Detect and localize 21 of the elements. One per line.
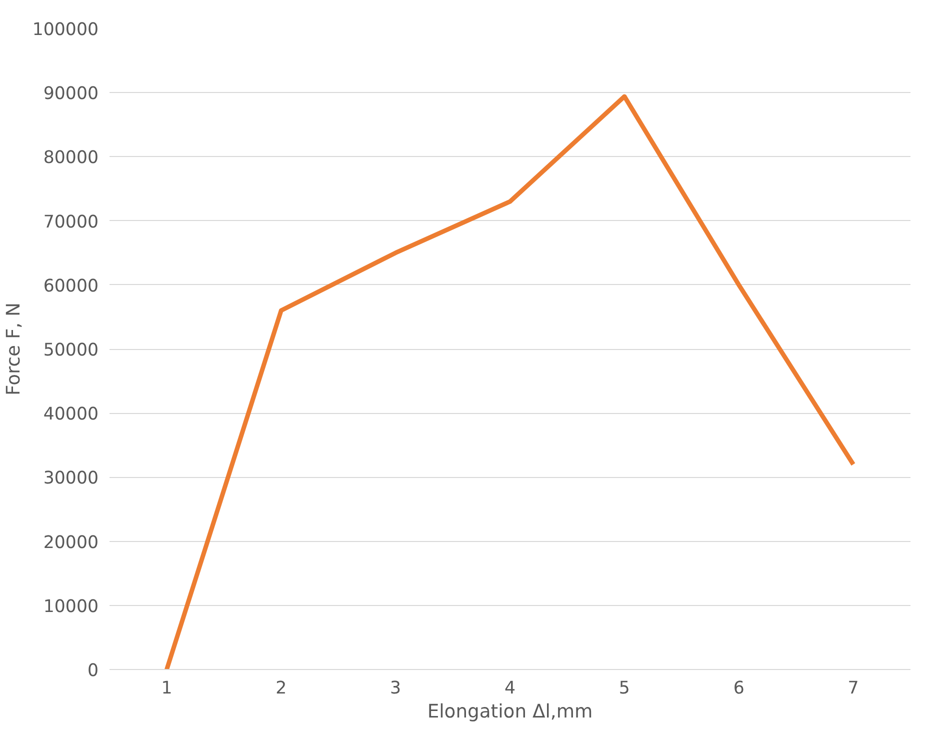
x-tick-label: 4 (504, 678, 516, 698)
y-tick-label: 100000 (32, 20, 99, 40)
y-axis-title: Force F, N (3, 302, 24, 396)
y-tick-label: 80000 (43, 148, 98, 168)
y-tick-label: 20000 (43, 532, 98, 553)
y-tick-label: 50000 (43, 340, 98, 360)
x-tick-label: 3 (390, 678, 402, 698)
y-tick-label: 70000 (43, 212, 98, 232)
y-tick-label: 60000 (43, 276, 98, 296)
x-tick-label: 7 (848, 678, 859, 698)
x-tick-label: 5 (618, 678, 630, 698)
y-tick-label: 30000 (43, 468, 98, 489)
line-series (164, 94, 856, 670)
x-axis-title: Elongation Δl,mm (427, 702, 593, 722)
y-tick-label: 10000 (43, 596, 98, 617)
y-tick-label: 40000 (43, 404, 98, 425)
x-tick-label: 1 (161, 678, 172, 698)
y-tick-label: 0 (87, 661, 99, 681)
x-tick-label: 2 (276, 678, 287, 698)
x-tick-label: 6 (733, 678, 744, 698)
y-tick-label: 90000 (43, 84, 98, 104)
